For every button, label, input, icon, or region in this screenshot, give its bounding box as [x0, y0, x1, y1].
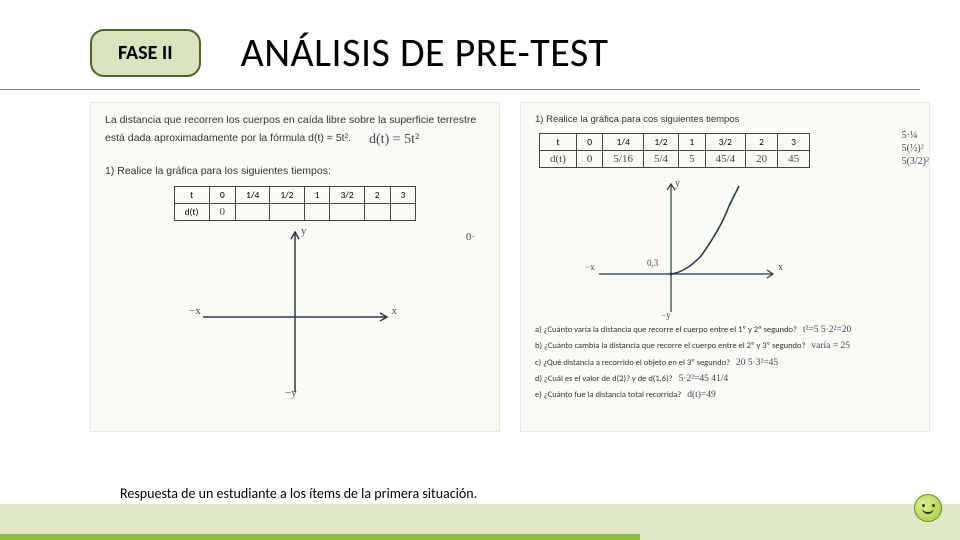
smiley-icon [914, 494, 942, 522]
table-right: t 0 1/4 1/2 1 3/2 2 3 d(t) 0 5/16 5/4 5 … [539, 133, 810, 168]
curve-svg [591, 178, 781, 318]
footer-accent [0, 534, 640, 540]
q-c: c) ¿Qué distancia a recorrido el objeto … [535, 358, 730, 368]
scan-left: La distancia que recorren los cuerpos en… [90, 102, 500, 432]
content-row: La distancia que recorren los cuerpos en… [0, 90, 960, 432]
q-b-ans: varía = 25 [811, 341, 850, 351]
q-d: d) ¿Cuál es el valor de d(2)? y de d(1,6… [535, 374, 673, 384]
axis-y-pos: y [301, 225, 307, 237]
curve-x: x [778, 262, 783, 273]
table-row: d(t) 0 5/16 5/4 5 45/4 20 45 [540, 151, 810, 168]
q-e-ans: d(t)=49 [687, 390, 716, 400]
slide-header: FASE II ANÁLISIS DE PRE-TEST [0, 0, 920, 90]
intro-line-2: está dada aproximadamente por la fórmula… [105, 131, 351, 147]
q-e: e) ¿Cuánto fue la distancia total recorr… [535, 390, 681, 400]
axis-x-neg: −x [189, 305, 201, 317]
table-row: d(t) 0 [174, 203, 416, 220]
handwritten-formula: d(t) = 5t² [369, 129, 419, 150]
caption: Respuesta de un estudiante a los ítems d… [120, 485, 477, 502]
curve-neg-y: −y [661, 310, 671, 320]
axis-x-pos: x [392, 305, 398, 317]
curve-plot: y 0,3 −y x −x [591, 178, 781, 318]
intro-line-1: La distancia que recorren los cuerpos en… [105, 113, 487, 129]
axes-svg-left [195, 227, 395, 397]
q1-right: 1) Realice la gráfica para cos siguiente… [535, 113, 917, 127]
table-row: t 0 1/4 1/2 1 3/2 2 3 [174, 186, 416, 203]
table-left: t 0 1/4 1/2 1 3/2 2 3 d(t) 0 [174, 186, 417, 221]
q-d-ans: 5·2²=45 41/4 [679, 374, 729, 384]
scan-right: 1) Realice la gráfica para cos siguiente… [520, 102, 930, 432]
phase-badge: FASE II [90, 29, 201, 77]
q1-left: 1) Realice la gráfica para los siguiente… [105, 164, 487, 180]
question-list: a) ¿Cuánto varía la distancia que recorr… [521, 318, 929, 403]
curve-neg-x: −x [585, 262, 595, 272]
curve-y: y [675, 178, 680, 189]
q-b: b) ¿Cuánto cambia la distancia que recor… [535, 341, 805, 351]
extra-zero: 0· [466, 231, 475, 243]
q-a-ans: t²=5 5·2²=20 [803, 325, 851, 335]
table-row: t 0 1/4 1/2 1 3/2 2 3 [540, 134, 810, 151]
axis-y-neg: −y [285, 387, 297, 399]
axes-left: y −y x −x [195, 227, 395, 397]
slide-title: ANÁLISIS DE PRE-TEST [241, 28, 609, 77]
q-a: a) ¿Cuánto varía la distancia que recorr… [535, 325, 797, 335]
side-calcs: 5·¼ 5(½)² 5(3/2)² [902, 129, 929, 168]
q-c-ans: 20 5·3²=45 [736, 358, 778, 368]
curve-03: 0,3 [647, 258, 658, 268]
